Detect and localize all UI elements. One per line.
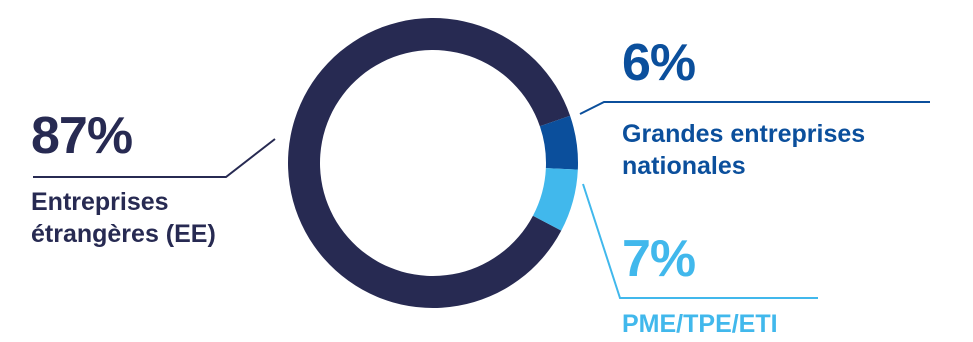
leader-line-ge [579, 101, 930, 115]
pme-category-label: PME/TPE/ETI [622, 310, 778, 338]
slice-entreprises-etrangeres [287, 17, 571, 308]
slice-pme-tpe-eti [532, 168, 578, 231]
ge-category-label-line2: nationales [622, 152, 746, 180]
pme-percent-label: 7% [622, 230, 696, 288]
ge-percent-label: 6% [622, 34, 696, 92]
leader-line-ee [33, 138, 276, 178]
ge-category-label-line1: Grandes entreprises [622, 120, 866, 148]
ee-category-label-line1: Entreprises [31, 188, 169, 216]
ee-category-label-line2: étrangères (EE) [31, 220, 216, 248]
slice-grandes-entreprises [539, 115, 578, 170]
donut-slices [287, 17, 578, 308]
leader-line-pme [582, 183, 818, 299]
ee-percent-label: 87% [31, 107, 133, 165]
